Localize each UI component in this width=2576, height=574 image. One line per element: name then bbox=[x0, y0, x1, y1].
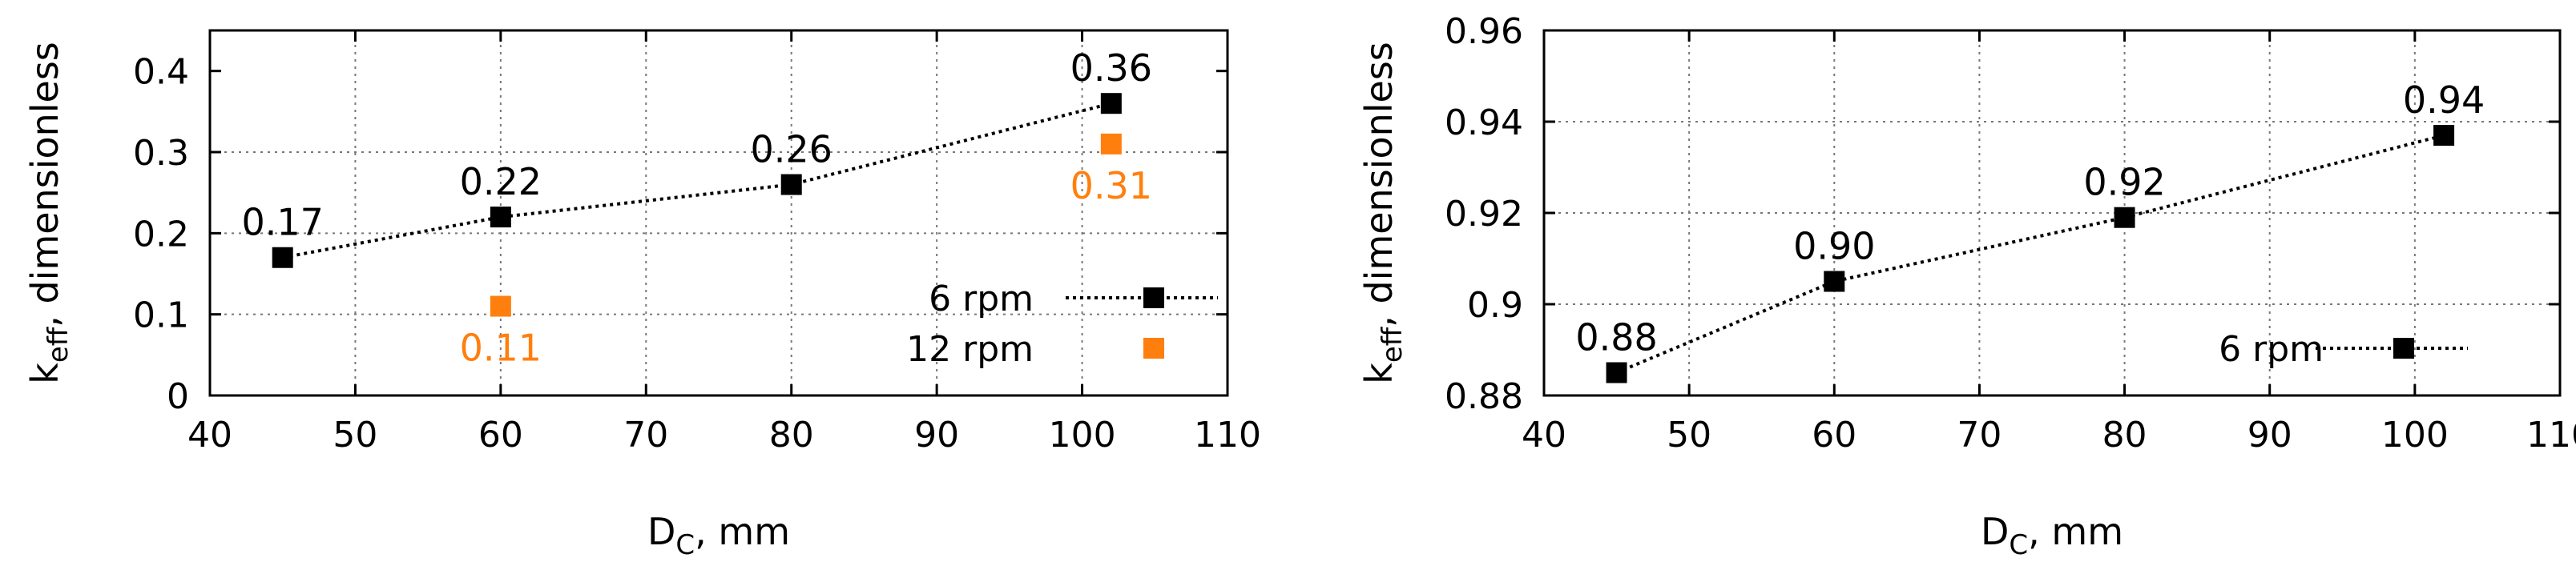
y-tick-label: 0.92 bbox=[1445, 194, 1523, 235]
legend-label: 6 rpm bbox=[929, 279, 1034, 319]
x-tick-label: 40 bbox=[187, 415, 232, 456]
data-point bbox=[1606, 362, 1627, 383]
series-line bbox=[1615, 134, 2445, 375]
data-point bbox=[490, 207, 511, 228]
data-point bbox=[1824, 271, 1845, 292]
x-tick-label: 110 bbox=[1194, 415, 1261, 456]
data-point bbox=[1100, 133, 1122, 155]
data-label: 0.31 bbox=[1070, 164, 1152, 207]
x-axis-label: DC, mm bbox=[1981, 510, 2123, 561]
data-label: 0.36 bbox=[1070, 46, 1152, 90]
y-axis-label: keff, dimensionless bbox=[1357, 42, 1409, 384]
y-tick-label: 0.4 bbox=[133, 52, 189, 93]
data-label: 0.17 bbox=[242, 201, 324, 244]
y-axis-label: keff, dimensionless bbox=[23, 42, 75, 384]
x-axis-label: DC, mm bbox=[647, 510, 790, 561]
legend-entry: 6 rpm bbox=[929, 279, 1218, 319]
x-tick-label: 110 bbox=[2526, 415, 2576, 456]
data-point bbox=[490, 295, 511, 317]
y-tick-label: 0.3 bbox=[133, 133, 189, 174]
series-6-rpm: 0.88 0.90 0.92 0.94 bbox=[1575, 78, 2485, 383]
series-6-rpm: 0.17 0.22 0.26 0.36 bbox=[242, 46, 1152, 268]
data-label: 0.92 bbox=[2083, 161, 2165, 204]
x-tick-label: 90 bbox=[2247, 415, 2292, 456]
legend-label: 12 rpm bbox=[906, 329, 1034, 370]
data-point bbox=[2114, 207, 2135, 228]
x-tick-label: 40 bbox=[1522, 415, 1566, 456]
chart-panel-1: 40 50 60 70 80 90 100 110 0 0.1 0.2 0.3 0.4 DC, mm kef… bbox=[23, 29, 1261, 561]
x-tick-label: 50 bbox=[1667, 415, 1711, 456]
y-tick-label: 0.96 bbox=[1445, 11, 1523, 52]
series-line bbox=[282, 102, 1112, 259]
x-tick-label: 70 bbox=[623, 415, 668, 456]
data-point bbox=[1100, 93, 1122, 114]
y-tick-label: 0.88 bbox=[1445, 376, 1523, 417]
plot-frame bbox=[208, 29, 1229, 397]
legend-marker bbox=[1143, 287, 1164, 308]
data-label: 0.22 bbox=[460, 160, 542, 203]
data-point bbox=[2433, 125, 2455, 147]
x-tick-label: 100 bbox=[2381, 415, 2449, 456]
x-tick-label: 70 bbox=[1957, 415, 2002, 456]
x-tick-label: 50 bbox=[333, 415, 377, 456]
legend-entry: 6 rpm bbox=[2219, 329, 2468, 370]
y-tick-label: 0 bbox=[167, 376, 189, 417]
data-label: 0.26 bbox=[751, 128, 832, 171]
series-12-rpm: 0.11 0.31 bbox=[460, 133, 1152, 370]
y-tick-label: 0.2 bbox=[133, 214, 189, 255]
data-label: 0.90 bbox=[1793, 225, 1875, 268]
y-tick-label: 0.1 bbox=[133, 295, 189, 336]
legend-marker bbox=[1143, 338, 1164, 359]
x-tick-label: 60 bbox=[478, 415, 523, 456]
data-label: 0.88 bbox=[1575, 316, 1657, 359]
x-tick-label: 60 bbox=[1812, 415, 1856, 456]
legend-label: 6 rpm bbox=[2219, 329, 2324, 370]
data-point bbox=[780, 174, 802, 195]
y-tick-label: 0.94 bbox=[1445, 102, 1523, 143]
data-label: 0.94 bbox=[2403, 78, 2485, 122]
chart-panel-2: 40 50 60 70 80 90 100 110 0.88 0.9 0.92 0.94 0.96 DC,… bbox=[1357, 11, 2576, 561]
x-tick-label: 80 bbox=[2102, 415, 2147, 456]
data-point bbox=[272, 247, 293, 268]
legend-entry: 12 rpm bbox=[906, 329, 1164, 370]
x-tick-label: 100 bbox=[1049, 415, 1116, 456]
legend-marker bbox=[2393, 338, 2414, 359]
x-tick-label: 80 bbox=[769, 415, 814, 456]
data-label: 0.11 bbox=[460, 327, 542, 370]
y-tick-label: 0.9 bbox=[1467, 285, 1523, 326]
x-tick-label: 90 bbox=[914, 415, 959, 456]
